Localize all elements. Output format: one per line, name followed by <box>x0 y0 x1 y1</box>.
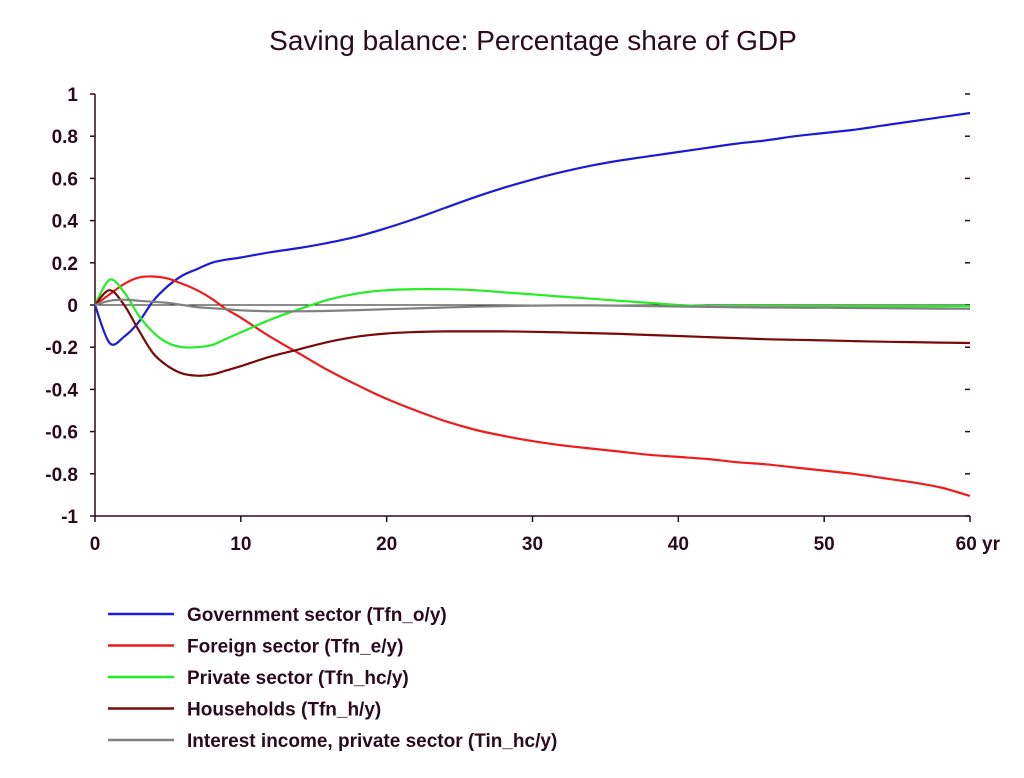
x-tick-label: 30 <box>522 534 543 555</box>
series-line-2 <box>94 275 971 498</box>
legend-label: Households (Tfn_h/y) <box>187 700 381 721</box>
y-tick-label: 0 <box>67 296 78 317</box>
y-tick-label: 0.4 <box>52 212 79 233</box>
y-tick-label: 1 <box>67 85 78 106</box>
x-tick-label: 50 <box>814 534 835 555</box>
y-tick-label: 0.8 <box>52 127 78 148</box>
axes: 1 0.8 0.6 0.4 0.2 0 -0.2 -0.4 -0.6 -0.8 -1 0 10 20 30 4… <box>45 85 1000 555</box>
x-tick-label: 60 yr <box>956 534 1001 555</box>
y-tick-label: 0.2 <box>52 254 78 275</box>
series-line-1 <box>93 111 971 346</box>
legend-label: Foreign sector (Tfn_e/y) <box>187 637 403 658</box>
series-line-4 <box>94 289 971 377</box>
series-lines <box>93 111 971 498</box>
y-tick-label: -0.4 <box>45 380 78 401</box>
legend: Government sector (Tfn_o/y) Foreign secto… <box>108 605 557 752</box>
legend-label: Private sector (Tfn_hc/y) <box>187 668 409 689</box>
y-tick-label: -0.6 <box>45 423 78 444</box>
y-tick-label: -1 <box>61 507 78 528</box>
x-tick-label: 10 <box>230 534 251 555</box>
legend-label: Interest income, private sector (Tin_hc/… <box>187 731 557 752</box>
y-tick-label: -0.8 <box>45 465 78 486</box>
x-tick-label: 0 <box>90 534 101 555</box>
legend-label: Government sector (Tfn_o/y) <box>187 605 447 626</box>
series-line-3 <box>94 278 970 349</box>
y-tick-label: 0.6 <box>52 169 78 190</box>
chart-title: Saving balance: Percentage share of GDP <box>269 25 797 56</box>
series-line-5 <box>94 298 971 313</box>
x-tick-label: 20 <box>376 534 397 555</box>
y-tick-label: -0.2 <box>45 338 78 359</box>
x-tick-label: 40 <box>668 534 689 555</box>
